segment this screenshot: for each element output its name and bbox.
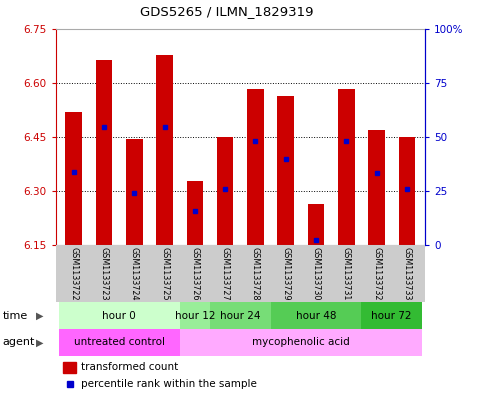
Bar bbox=[368, 130, 385, 245]
Bar bbox=[126, 139, 142, 245]
Text: time: time bbox=[2, 310, 28, 321]
Text: agent: agent bbox=[2, 337, 35, 347]
Bar bbox=[180, 302, 210, 329]
Bar bbox=[210, 302, 270, 329]
Text: GDS5265 / ILMN_1829319: GDS5265 / ILMN_1829319 bbox=[140, 5, 314, 18]
Bar bbox=[58, 329, 180, 356]
Bar bbox=[247, 89, 264, 245]
Text: GSM1133724: GSM1133724 bbox=[130, 247, 139, 300]
Text: GSM1133729: GSM1133729 bbox=[281, 247, 290, 301]
Text: GSM1133725: GSM1133725 bbox=[160, 247, 169, 301]
Bar bbox=[186, 180, 203, 245]
Text: GSM1133731: GSM1133731 bbox=[342, 247, 351, 300]
Bar bbox=[65, 112, 82, 245]
Text: untreated control: untreated control bbox=[73, 337, 165, 347]
Bar bbox=[58, 302, 180, 329]
Bar bbox=[338, 89, 355, 245]
Text: hour 12: hour 12 bbox=[175, 310, 215, 321]
Bar bbox=[96, 60, 113, 245]
Bar bbox=[398, 138, 415, 245]
Text: percentile rank within the sample: percentile rank within the sample bbox=[82, 379, 257, 389]
Text: GSM1133723: GSM1133723 bbox=[99, 247, 109, 300]
Bar bbox=[63, 362, 76, 373]
Text: ▶: ▶ bbox=[36, 337, 43, 347]
Text: transformed count: transformed count bbox=[82, 362, 179, 372]
Bar bbox=[277, 96, 294, 245]
Bar bbox=[156, 55, 173, 245]
Bar bbox=[361, 302, 422, 329]
Text: hour 72: hour 72 bbox=[371, 310, 412, 321]
Bar bbox=[180, 329, 422, 356]
Bar bbox=[308, 204, 325, 245]
Text: GSM1133722: GSM1133722 bbox=[69, 247, 78, 301]
Text: hour 24: hour 24 bbox=[220, 310, 260, 321]
Text: GSM1133733: GSM1133733 bbox=[402, 247, 412, 300]
Text: hour 48: hour 48 bbox=[296, 310, 336, 321]
Text: GSM1133732: GSM1133732 bbox=[372, 247, 381, 300]
Bar bbox=[270, 302, 361, 329]
Text: GSM1133730: GSM1133730 bbox=[312, 247, 321, 300]
Text: GSM1133727: GSM1133727 bbox=[221, 247, 229, 301]
Text: GSM1133728: GSM1133728 bbox=[251, 247, 260, 300]
Text: mycophenolic acid: mycophenolic acid bbox=[252, 337, 350, 347]
Bar bbox=[217, 138, 233, 245]
Text: hour 0: hour 0 bbox=[102, 310, 136, 321]
Text: GSM1133726: GSM1133726 bbox=[190, 247, 199, 300]
Text: ▶: ▶ bbox=[36, 310, 43, 321]
